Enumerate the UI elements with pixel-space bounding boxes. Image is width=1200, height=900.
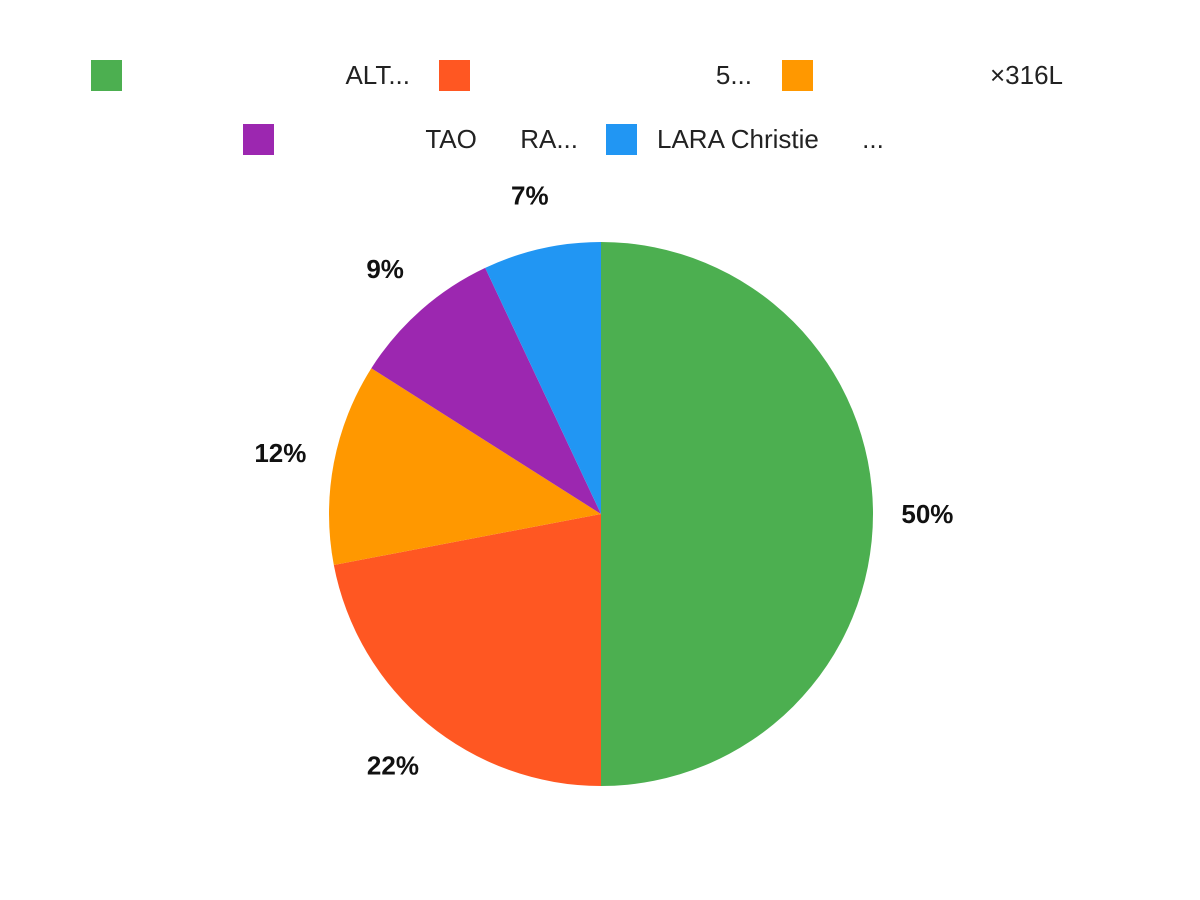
legend-swatch xyxy=(91,60,122,91)
pie-slice xyxy=(329,368,601,565)
legend-swatch xyxy=(439,60,470,91)
legend-item: LARA Christie ... xyxy=(606,124,935,155)
legend-swatch xyxy=(782,60,813,91)
slice-data-label: 9% xyxy=(366,254,404,284)
pie-slice xyxy=(333,514,601,786)
pie-slice xyxy=(485,242,601,514)
legend-item: 5... xyxy=(439,60,752,91)
legend-item: ×316L xyxy=(782,60,1063,91)
slice-data-label: 7% xyxy=(511,180,549,210)
pie-slice xyxy=(601,242,873,786)
legend-label: TAO RA... xyxy=(425,124,578,154)
slice-data-label: 50% xyxy=(901,499,953,529)
legend-swatch xyxy=(243,124,274,155)
slice-data-label: 12% xyxy=(254,438,306,468)
legend-swatch xyxy=(606,124,637,155)
legend-item: ALT... xyxy=(91,60,410,91)
legend-label: ALT... xyxy=(345,60,410,90)
legend-item: TAO RA... xyxy=(243,124,578,155)
pie-slice xyxy=(371,267,601,514)
legend-label: ×316L xyxy=(989,60,1063,90)
legend-label: 5... xyxy=(715,60,752,90)
legend-label: LARA Christie ... xyxy=(657,124,884,154)
slice-data-label: 22% xyxy=(367,750,419,780)
